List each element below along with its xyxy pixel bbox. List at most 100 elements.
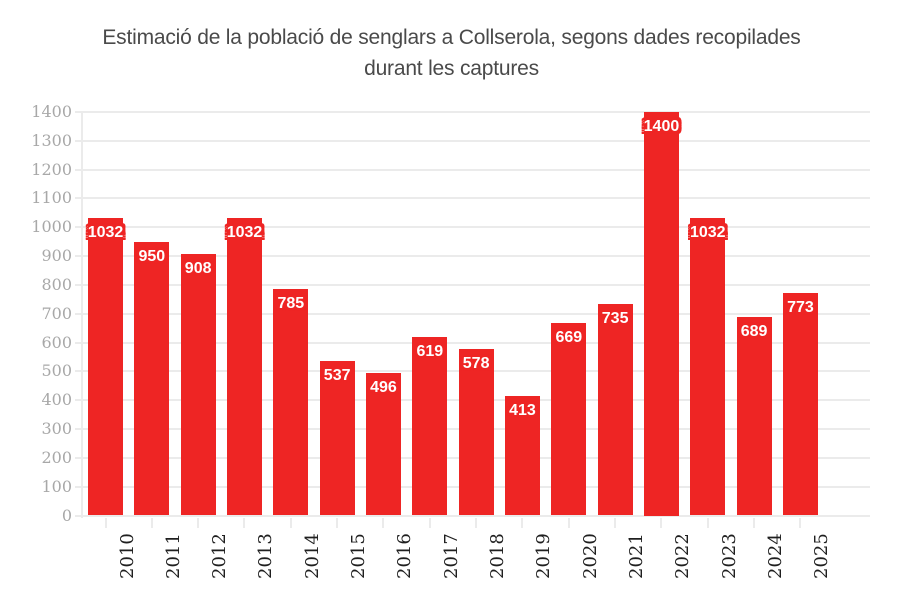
x-axis-tick-label: 2020 (579, 533, 601, 579)
x-axis-tick-label: 2014 (301, 533, 323, 579)
y-axis-line (81, 111, 83, 518)
x-axis-tick-label: 2021 (626, 533, 648, 579)
bar[interactable] (180, 253, 216, 516)
y-axis-tick-label: 0 (61, 505, 72, 525)
bar[interactable] (597, 303, 633, 516)
x-axis-tick-label: 2013 (255, 533, 277, 579)
y-axis-tick-label: 300 (41, 419, 72, 439)
x-axis-tick-label: 2025 (811, 533, 833, 579)
y-gridline (82, 197, 870, 200)
y-axis-tick-label: 600 (41, 332, 72, 352)
x-axis-tick-label: 2016 (394, 533, 416, 579)
bar[interactable] (88, 218, 123, 516)
y-axis-tick-label: 200 (41, 447, 72, 467)
y-gridline (82, 255, 870, 258)
y-axis-tick (75, 226, 82, 229)
y-axis-tick (75, 139, 82, 142)
bar-value-label: 950 (138, 247, 166, 265)
y-axis-tick-label: 1000 (31, 217, 72, 237)
bar[interactable] (690, 218, 726, 516)
x-axis-tick-label: 2012 (209, 533, 231, 579)
y-axis-tick-label: 500 (41, 361, 72, 381)
chart-title-line-1: Estimació de la població de senglars a C… (102, 26, 801, 49)
x-axis-tick (150, 517, 153, 528)
x-axis-tick-label: 2022 (672, 533, 694, 579)
y-axis-tick-label: 400 (41, 390, 72, 410)
x-axis-tick (336, 517, 339, 528)
y-axis-tick (75, 514, 82, 517)
y-axis-tick-label: 800 (41, 274, 72, 294)
x-axis-tick (660, 517, 663, 528)
y-axis-tick (75, 312, 82, 315)
x-axis-tick (475, 517, 478, 528)
y-gridline (82, 514, 870, 517)
bar[interactable] (226, 218, 262, 516)
bar-value-label: 735 (601, 309, 629, 327)
x-axis-tick (197, 517, 200, 528)
bar-value-label: 578 (462, 354, 490, 372)
x-axis-tick (706, 517, 709, 528)
y-gridline (82, 312, 870, 315)
x-axis-tick-label: 2023 (718, 533, 740, 579)
bar[interactable] (273, 289, 309, 516)
bar-value-label: 908 (184, 259, 212, 277)
bar-value-label: 1400 (643, 118, 680, 135)
y-axis-tick-label: 700 (41, 303, 72, 323)
bar[interactable] (643, 112, 679, 516)
y-gridline (82, 283, 870, 286)
y-axis-tick-label: 1100 (31, 188, 72, 208)
y-gridline (82, 168, 870, 171)
bar-value-label: 785 (277, 295, 305, 313)
y-axis-tick (75, 168, 82, 171)
y-axis-tick (75, 341, 82, 344)
y-axis-tick-label: 1300 (31, 130, 72, 150)
y-axis-tick-label: 1200 (31, 159, 72, 179)
y-axis-tick (75, 197, 82, 200)
y-axis-tick (75, 456, 82, 459)
x-axis-tick-label: 2017 (440, 533, 462, 579)
x-axis-tick (104, 517, 107, 528)
bar-value-label: 1032 (87, 224, 124, 242)
x-axis-tick (567, 517, 570, 528)
bar-value-label: 669 (555, 328, 583, 346)
bar[interactable] (736, 316, 772, 516)
chart-title: Estimació de la població de senglars a C… (0, 22, 903, 84)
bar-value-label: 1032 (226, 224, 263, 242)
y-axis-tick (75, 255, 82, 258)
bar-value-label: 773 (787, 298, 814, 316)
bar[interactable] (551, 322, 587, 516)
x-axis-tick-label: 2011 (162, 533, 184, 579)
bar[interactable] (365, 372, 401, 516)
y-axis-tick-label: 100 (41, 476, 72, 496)
x-axis-tick-label: 2024 (765, 533, 787, 579)
bar[interactable] (412, 337, 448, 516)
y-axis-tick-label: 900 (41, 246, 72, 266)
bar[interactable] (458, 348, 494, 516)
y-axis-tick (75, 370, 82, 373)
y-axis-tick (75, 111, 82, 113)
bar-value-label: 537 (323, 366, 351, 384)
bar-value-label: 496 (370, 378, 397, 396)
x-axis-tick (428, 517, 431, 528)
x-axis-tick (243, 517, 246, 528)
x-axis-tick (753, 517, 756, 528)
y-axis-tick (75, 485, 82, 488)
bar[interactable] (504, 396, 540, 516)
x-axis-tick-label: 2019 (533, 533, 555, 579)
bar-value-label: 619 (416, 343, 444, 361)
bar[interactable] (134, 241, 170, 516)
x-axis-tick (614, 517, 617, 528)
bar[interactable] (782, 292, 818, 516)
x-axis-tick (382, 517, 385, 528)
bar[interactable] (319, 360, 355, 516)
y-gridline (82, 341, 870, 344)
bar-value-label: 689 (740, 322, 768, 340)
x-axis-tick (521, 517, 524, 528)
chart-title-line-2: durant les captures (364, 57, 539, 80)
y-axis-tick (75, 428, 82, 431)
y-axis-tick (75, 283, 82, 286)
bar-value-label: 1032 (689, 224, 726, 242)
y-gridline (82, 111, 870, 113)
x-axis-tick-label: 2015 (348, 533, 370, 579)
